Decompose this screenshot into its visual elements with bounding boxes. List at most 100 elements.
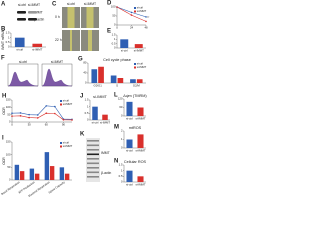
legend-swatch: [134, 66, 136, 69]
annotation: **: [147, 16, 150, 20]
point: [145, 16, 147, 18]
bar: [130, 79, 136, 83]
line: [11, 105, 73, 120]
histogram-title: si-IMMT: [51, 60, 63, 64]
bar: [19, 171, 25, 180]
panel-letter: E: [107, 29, 111, 35]
y-tick-label: 150: [6, 98, 11, 102]
point: [145, 20, 147, 23]
blot-band: [87, 149, 99, 151]
y-tick-label: 0: [121, 114, 123, 118]
y-tick-label: 2: [121, 129, 123, 133]
chart-title: si-IMMT: [93, 95, 107, 99]
bar: [98, 66, 104, 83]
y-tick-label: 0: [87, 118, 89, 122]
y-tick-label: 1: [121, 137, 123, 141]
y-axis-label: OCR: [2, 157, 6, 165]
panel-letter: M: [114, 125, 119, 131]
y-tick-label: 1: [8, 35, 10, 39]
wound-area: [67, 7, 75, 28]
bar: [136, 79, 143, 83]
bar: [92, 106, 98, 120]
panel-letter: F: [1, 56, 5, 62]
point: [11, 115, 13, 117]
page: { "figure_panels": [ {"letter": "A", "la…: [0, 0, 150, 198]
blot-band: [87, 153, 99, 156]
y-tick-label: 0.5: [119, 174, 123, 178]
bar: [34, 173, 40, 180]
y-tick-label: 1: [121, 168, 123, 172]
legend-label: si-IMMT: [137, 65, 147, 69]
y-tick-label: 100: [111, 5, 116, 9]
bar: [102, 114, 108, 120]
point: [28, 113, 30, 116]
blot-band: [87, 171, 99, 174]
point: [28, 116, 30, 119]
x-tick-label: 0: [116, 26, 118, 30]
bar: [29, 168, 35, 180]
bar: [32, 43, 43, 47]
x-tick-label: si-IMMT: [134, 49, 144, 53]
chart-title: mtROS: [129, 126, 142, 130]
point: [36, 117, 39, 119]
column-label: si-IMMT: [84, 2, 96, 6]
point: [71, 119, 73, 121]
bar: [91, 69, 98, 83]
histogram-title: si-ctrl: [19, 60, 27, 64]
bar: [64, 173, 70, 180]
x-tick-label: si-ctrl: [126, 183, 133, 187]
y-tick-label: 1: [87, 104, 89, 108]
x-tick-label: si-ctrl: [126, 149, 133, 153]
legend-swatch: [134, 63, 136, 65]
bar: [126, 101, 133, 116]
wound-area: [88, 30, 92, 51]
panel-letter: C: [52, 2, 57, 8]
y-tick-label: 80: [83, 61, 87, 65]
legend-label: si-ctrl: [63, 99, 70, 103]
legend-swatch: [134, 7, 136, 9]
y-tick-label: 100: [6, 105, 11, 109]
panel-letter: I: [2, 136, 4, 142]
blot-band: [87, 162, 99, 165]
x-tick-label: G2/M: [133, 84, 141, 88]
histogram-curve: [41, 68, 73, 87]
y-tick-label: 0.5: [85, 111, 89, 115]
y-tick-label: 1.5: [6, 31, 10, 35]
panel-letter: D: [107, 1, 112, 7]
x-tick-label: G0/G1: [94, 84, 103, 88]
blot-band: [87, 167, 99, 169]
bar: [14, 37, 25, 47]
legend-label: si-ctrl: [137, 6, 144, 10]
legend-label: si-ctrl: [63, 141, 70, 145]
y-tick-label: 0: [114, 23, 116, 27]
x-tick-label: si-ctrl: [121, 49, 128, 53]
point: [45, 112, 48, 114]
bar: [134, 44, 143, 48]
y-tick-label: 1.5: [119, 163, 123, 167]
y-tick-label: 0.5: [6, 40, 10, 44]
x-tick-label: 90: [62, 123, 66, 127]
bar: [59, 167, 65, 180]
panel-letter: K: [80, 132, 85, 138]
band-label: IMMT: [101, 151, 110, 155]
legend-swatch: [60, 145, 62, 148]
y-tick-label: 0.5: [112, 41, 116, 45]
bar: [126, 139, 133, 148]
legend-label: si-IMMT: [63, 144, 73, 148]
x-tick-label: si-ctrl: [16, 48, 23, 52]
point: [19, 115, 22, 117]
y-tick-label: 150: [6, 140, 11, 144]
blot-band: [87, 158, 99, 160]
y-tick-label: 0: [9, 120, 11, 124]
x-tick-label: si-IMMT: [135, 183, 145, 187]
panel-letter: A: [1, 2, 6, 8]
wound-area: [70, 30, 72, 51]
legend-label: si-IMMT: [137, 9, 147, 13]
chart-title: Δψm (TMRM): [123, 94, 147, 98]
legend-swatch: [60, 100, 62, 102]
bar: [49, 166, 55, 180]
chart-title: Cellular ROS: [124, 160, 147, 164]
panel-letter: L: [114, 93, 118, 99]
y-tick-label: 0: [9, 178, 11, 182]
